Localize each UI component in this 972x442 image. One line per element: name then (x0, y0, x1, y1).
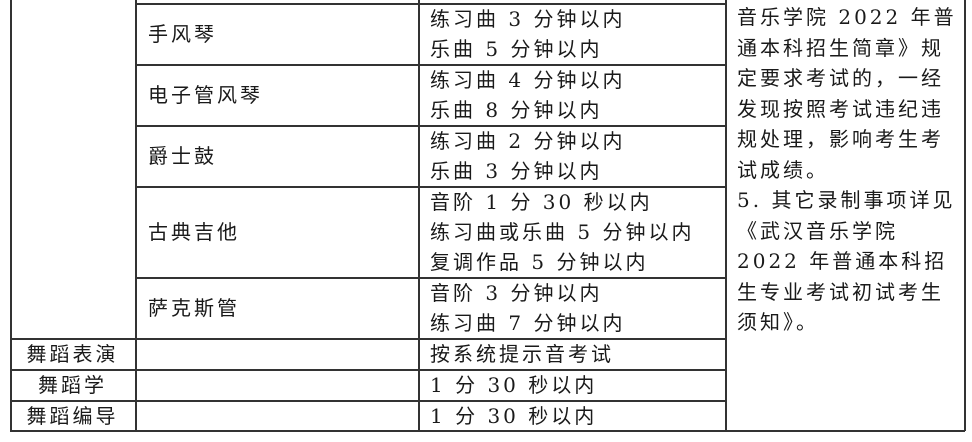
notes-line: 试成绩。 (737, 157, 829, 182)
major-name: 舞蹈学 (38, 373, 107, 397)
table-border-bottom (10, 430, 965, 432)
notes-line: 通本科招生简章》规 (737, 35, 944, 60)
instrument-name: 古典吉他 (148, 187, 240, 277)
requirement-line: 乐曲 5 分钟以内 (430, 37, 603, 61)
row-divider (135, 186, 726, 188)
notes-line: 《武汉音乐学院 (737, 218, 898, 243)
requirement-line: 练习曲或乐曲 5 分钟以内 (430, 220, 695, 244)
notes-line: 发现按照考试违纪违 (737, 96, 944, 121)
requirement-cell: 练习曲 2 分钟以内 乐曲 3 分钟以内 (430, 126, 625, 186)
column-divider-2 (418, 0, 420, 431)
row-divider (10, 369, 726, 371)
major-name: 舞蹈表演 (26, 342, 119, 366)
requirement-cell: 按系统提示音考试 (430, 342, 614, 366)
instrument-name: 手风琴 (148, 4, 217, 64)
requirement-cell: 练习曲 3 分钟以内 乐曲 5 分钟以内 (430, 4, 625, 64)
table-border-right (964, 0, 966, 431)
notes-line: 生专业考试初试考生 (737, 279, 944, 304)
row-divider (135, 277, 726, 279)
requirement-line: 复调作品 5 分钟以内 (430, 250, 649, 274)
requirement-line: 乐曲 8 分钟以内 (430, 98, 603, 122)
requirement-line: 练习曲 7 分钟以内 (430, 311, 626, 335)
notes-line: 规处理，影响考生考 (737, 127, 944, 151)
requirement-cell: 音阶 3 分钟以内 练习曲 7 分钟以内 (430, 278, 625, 338)
notes-cell: 音乐学院 2022 年普 通本科招生简章》规 定要求考试的，一经 发现按照考试违… (737, 2, 957, 338)
table-border-left (10, 0, 12, 431)
instrument-label: 电子管风琴 (148, 83, 263, 107)
notes-line: 5. 其它录制事项详见 (737, 188, 956, 212)
column-divider-3 (725, 0, 727, 431)
row-divider (135, 3, 726, 5)
requirement-cell: 练习曲 4 分钟以内 乐曲 8 分钟以内 (430, 65, 625, 125)
row-divider (135, 125, 726, 127)
notes-line: 定要求考试的，一经 (737, 66, 944, 90)
requirement-line: 练习曲 3 分钟以内 (430, 7, 626, 31)
requirement-line: 练习曲 4 分钟以内 (430, 68, 626, 92)
column-divider-1 (135, 0, 137, 431)
instrument-label: 萨克斯管 (148, 296, 240, 320)
notes-line: 音乐学院 2022 年普 (737, 5, 957, 29)
requirement-line: 乐曲 3 分钟以内 (430, 159, 603, 183)
instrument-label: 古典吉他 (148, 220, 240, 244)
row-divider (135, 64, 726, 66)
requirement-cell: 音阶 1 分 30 秒以内 练习曲或乐曲 5 分钟以内 复调作品 5 分钟以内 (430, 187, 694, 277)
row-divider (10, 338, 726, 340)
notes-line: 2022 年普通本科招 (737, 249, 948, 273)
instrument-label: 手风琴 (148, 22, 217, 46)
instrument-name: 萨克斯管 (148, 278, 240, 338)
notes-line: 须知》。 (737, 310, 819, 334)
requirement-line: 音阶 1 分 30 秒以内 (430, 190, 653, 214)
instrument-name: 爵士鼓 (148, 126, 217, 186)
major-name: 舞蹈编导 (26, 404, 119, 428)
row-divider (10, 400, 726, 402)
requirement-line: 音阶 3 分钟以内 (430, 281, 603, 305)
requirement-line: 练习曲 2 分钟以内 (430, 129, 626, 153)
requirement-cell: 1 分 30 秒以内 (430, 373, 598, 397)
requirement-cell: 1 分 30 秒以内 (430, 404, 598, 428)
instrument-label: 爵士鼓 (148, 144, 217, 168)
instrument-name: 电子管风琴 (148, 65, 263, 125)
